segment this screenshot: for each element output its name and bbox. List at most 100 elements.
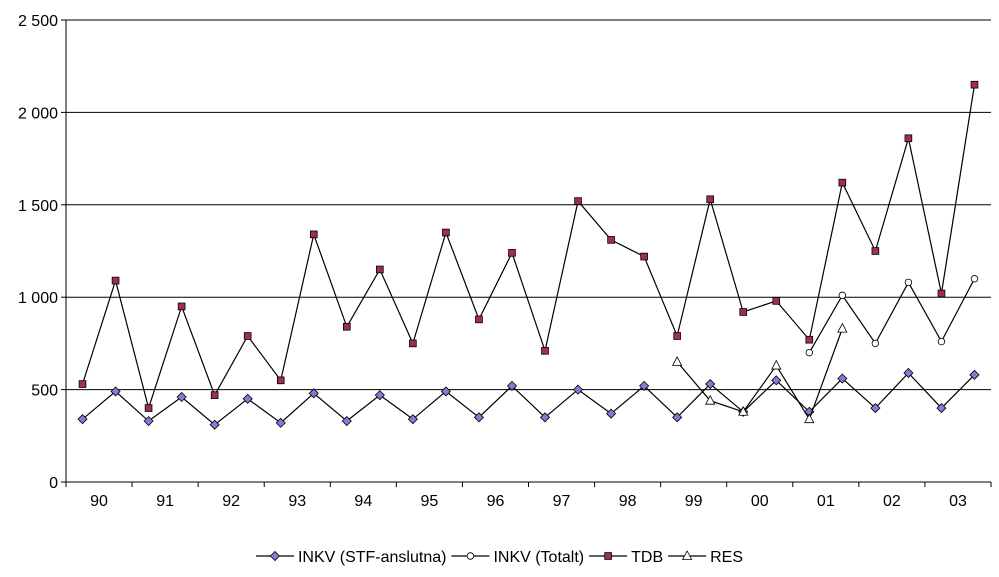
data-point [275, 417, 286, 428]
data-point [904, 278, 913, 287]
y-tick-label: 2 000 [18, 105, 58, 122]
data-point [572, 384, 584, 395]
data-point [871, 247, 880, 255]
data-point [144, 404, 153, 412]
data-point [936, 403, 947, 414]
data-point [903, 367, 914, 379]
data-point [673, 332, 681, 340]
data-point [706, 195, 714, 204]
data-point [805, 348, 814, 357]
data-point [772, 297, 781, 305]
data-point [970, 80, 979, 89]
y-tick-label: 0 [49, 475, 58, 492]
data-point [904, 134, 913, 143]
legend-item: INKV (Totalt) [451, 549, 584, 566]
series-2 [78, 80, 979, 412]
data-point [409, 339, 417, 348]
data-point [705, 378, 716, 390]
data-point [110, 386, 121, 397]
x-tick-label: 03 [949, 493, 967, 510]
data-point [541, 346, 549, 355]
x-tick-label: 93 [288, 493, 306, 510]
series-line [676, 328, 843, 421]
legend-marker [466, 552, 475, 560]
data-point [243, 332, 252, 340]
legend: INKV (STF-anslutna) INKV (Totalt) TDB RES [255, 549, 743, 566]
x-tick-label: 96 [487, 493, 505, 510]
data-point [343, 322, 351, 331]
data-point [442, 228, 450, 237]
x-axis-ticks: 90 91 92 93 94 95 96 97 98 99 00 01 02 03 [65, 482, 992, 510]
data-point [838, 178, 847, 187]
data-point [937, 337, 946, 346]
data-point [407, 414, 418, 425]
data-point [672, 412, 683, 423]
axes [65, 20, 991, 483]
data-point [937, 289, 946, 298]
series-line [808, 278, 976, 353]
legend-label: INKV (STF-anslutna) [298, 549, 446, 566]
data-point [640, 252, 648, 261]
series-layer [77, 80, 980, 430]
data-point [606, 408, 617, 419]
data-point [210, 391, 219, 399]
data-point [738, 405, 749, 416]
data-point [837, 373, 848, 384]
data-point [308, 388, 319, 399]
data-point [574, 197, 582, 205]
x-tick-label: 90 [90, 493, 108, 510]
data-point [77, 414, 88, 425]
data-point [508, 249, 516, 257]
x-tick-label: 99 [685, 493, 703, 510]
gridlines [66, 19, 991, 391]
data-point [276, 376, 285, 385]
y-axis-ticks: 0 500 1 000 1 500 2 000 2 500 [18, 13, 66, 492]
data-point [376, 265, 384, 274]
x-tick-label: 92 [222, 493, 240, 510]
legend-item: INKV (STF-anslutna) [255, 549, 446, 566]
x-tick-label: 94 [354, 493, 372, 510]
legend-marker [604, 552, 612, 560]
legend-marker [269, 550, 281, 562]
data-point [143, 415, 154, 427]
series-line [81, 84, 976, 411]
y-tick-label: 1 000 [18, 290, 58, 307]
x-tick-label: 02 [883, 493, 901, 510]
data-point [177, 302, 186, 311]
data-point [771, 375, 782, 386]
series-line [82, 372, 975, 426]
data-point [475, 315, 483, 324]
data-point [639, 380, 650, 391]
data-point [804, 413, 815, 424]
data-point [374, 390, 385, 401]
data-point [341, 415, 352, 427]
data-point [805, 335, 814, 344]
y-tick-label: 1 500 [18, 198, 58, 215]
data-point [705, 394, 716, 405]
legend-marker [681, 550, 693, 560]
data-point [771, 359, 782, 370]
data-point [837, 322, 848, 333]
data-point [309, 230, 318, 239]
data-point [78, 380, 87, 388]
series-1 [805, 275, 979, 357]
data-point [539, 412, 551, 423]
y-tick-label: 500 [31, 383, 58, 400]
series-3 [671, 322, 848, 424]
data-point [871, 339, 880, 348]
data-point [970, 275, 979, 283]
data-point [440, 386, 451, 397]
data-point [739, 308, 748, 316]
data-point [838, 291, 847, 300]
legend-item: RES [668, 549, 743, 566]
data-point [671, 356, 683, 366]
x-tick-label: 00 [751, 493, 769, 510]
legend-label: INKV (Totalt) [493, 549, 584, 566]
data-point [473, 412, 485, 423]
x-tick-label: 98 [619, 493, 637, 510]
legend-label: RES [710, 549, 743, 566]
data-point [506, 380, 518, 391]
x-tick-label: 01 [817, 493, 835, 510]
data-point [870, 403, 881, 414]
